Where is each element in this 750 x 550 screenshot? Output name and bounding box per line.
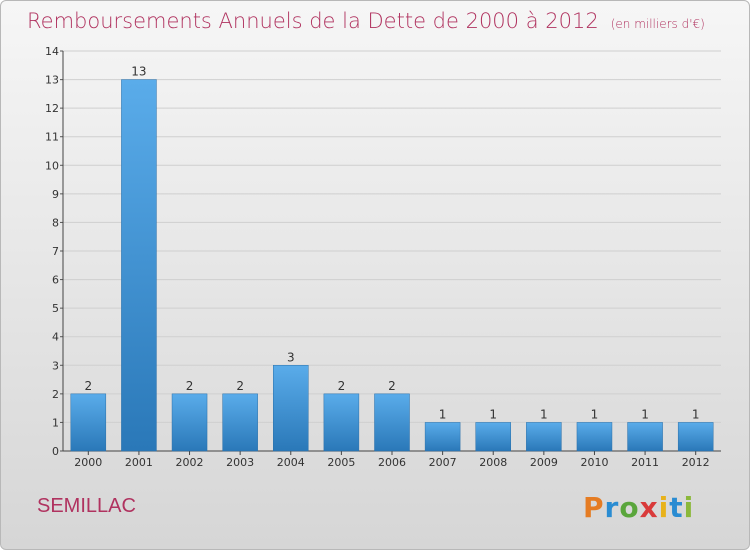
logo-letter: o (619, 491, 640, 524)
place-name: SEMILLAC (37, 495, 136, 517)
chart-title-text: Remboursements Annuels de la Dette de 20… (27, 9, 599, 33)
data-label-2005: 2 (338, 379, 346, 393)
y-tick-label: 10 (45, 159, 59, 172)
x-tick-label-2012: 2012 (682, 456, 710, 469)
logo-letter: r (604, 491, 620, 524)
chart-subtitle: (en milliers d'€) (610, 17, 705, 31)
logo-letter: i (683, 491, 695, 524)
data-label-2012: 1 (692, 407, 700, 421)
y-tick-label: 12 (45, 102, 59, 115)
bar-2003 (222, 393, 258, 452)
x-tick-label-2007: 2007 (429, 456, 457, 469)
logo-letter: i (658, 491, 670, 524)
bar-2005 (323, 393, 360, 452)
y-tick-label: 3 (52, 359, 59, 372)
x-tick-label-2006: 2006 (378, 456, 406, 469)
y-tick-label: 13 (45, 74, 59, 87)
bar-2011 (627, 422, 663, 452)
x-tick-label-2000: 2000 (74, 456, 102, 469)
y-tick-label: 2 (52, 388, 59, 401)
proxiti-logo: Proxiti (583, 491, 694, 524)
data-label-2003: 2 (236, 379, 244, 393)
y-tick-label: 6 (52, 274, 59, 287)
y-tick-label: 0 (52, 445, 59, 458)
y-tick-label: 9 (52, 188, 59, 201)
bar-2007 (424, 422, 461, 452)
bar-2009 (526, 422, 562, 452)
bar-2004 (273, 365, 309, 452)
y-tick-label: 11 (45, 131, 59, 144)
y-tick-label: 8 (52, 216, 59, 229)
x-tick-label-2001: 2001 (125, 456, 153, 469)
logo-letter: x (639, 491, 659, 524)
x-tick-label-2008: 2008 (479, 456, 507, 469)
chart-title: Remboursements Annuels de la Dette de 20… (27, 9, 705, 33)
y-tick-label: 14 (45, 45, 59, 58)
data-label-2002: 2 (186, 379, 194, 393)
data-label-2000: 2 (84, 379, 92, 393)
data-label-2010: 1 (591, 407, 599, 421)
x-tick-label-2002: 2002 (176, 456, 204, 469)
x-tick-label-2005: 2005 (327, 456, 355, 469)
data-label-2009: 1 (540, 407, 548, 421)
y-tick-label: 5 (52, 302, 59, 315)
x-tick-label-2004: 2004 (277, 456, 305, 469)
bar-2000 (70, 393, 107, 452)
y-tick-label: 4 (52, 331, 59, 344)
bar-2002 (171, 393, 208, 452)
data-label-2006: 2 (388, 379, 396, 393)
x-tick-label-2011: 2011 (631, 456, 659, 469)
x-tick-label-2009: 2009 (530, 456, 558, 469)
bar-2010 (576, 422, 613, 452)
bar-2006 (374, 393, 410, 452)
data-label-2007: 1 (439, 407, 447, 421)
bar-2012 (677, 422, 714, 452)
x-tick-label-2010: 2010 (580, 456, 608, 469)
data-label-2008: 1 (489, 407, 497, 421)
y-tick-label: 7 (52, 245, 59, 258)
data-label-2001: 13 (131, 65, 146, 79)
x-tick-label-2003: 2003 (226, 456, 254, 469)
y-tick-label: 1 (52, 416, 59, 429)
bar-2008 (475, 422, 511, 452)
data-label-2004: 3 (287, 350, 295, 364)
logo-letter: P (583, 491, 605, 524)
logo-letter: t (669, 491, 684, 524)
data-label-2011: 1 (641, 407, 649, 421)
bar-2001 (121, 79, 157, 452)
